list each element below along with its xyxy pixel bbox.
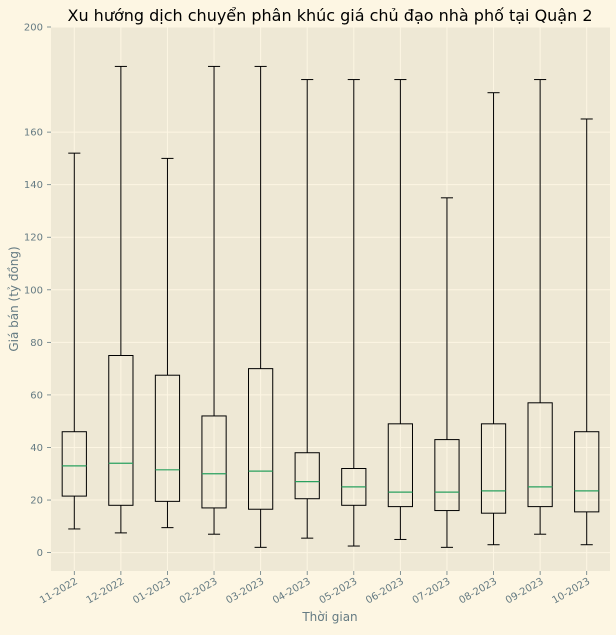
iqr-box	[434, 439, 460, 512]
box-series	[61, 65, 600, 548]
box-08-2023	[480, 92, 507, 546]
box-07-2023	[434, 197, 460, 548]
iqr-box	[108, 355, 134, 506]
iqr-box	[527, 402, 553, 508]
iqr-box	[574, 431, 600, 513]
box-12-2022	[108, 65, 134, 534]
y-tick-label: 200	[24, 23, 43, 34]
chart-title: Xu hướng dịch chuyển phân khúc giá chủ đ…	[67, 6, 592, 25]
x-axis-label: Thời gian	[301, 610, 357, 624]
y-tick-label: 140	[24, 180, 43, 191]
iqr-box	[387, 423, 413, 508]
y-axis-ticks: 0 20 40 60 80 100 120 140 160 200	[24, 23, 51, 559]
y-tick-label: 100	[24, 285, 43, 296]
y-tick-label: 20	[30, 496, 43, 507]
iqr-box	[61, 431, 87, 497]
iqr-box	[294, 452, 320, 500]
y-tick-label: 80	[30, 338, 43, 349]
box-02-2023	[201, 65, 227, 535]
box-05-2023	[341, 79, 367, 547]
box-01-2023	[154, 157, 181, 529]
box-06-2023	[387, 79, 413, 540]
box-03-2023	[248, 65, 274, 548]
y-tick-label: 160	[24, 128, 43, 139]
iqr-box	[154, 374, 181, 502]
iqr-box	[480, 423, 507, 514]
box-04-2023	[294, 79, 320, 539]
box-10-2023	[574, 118, 600, 546]
iqr-box	[248, 368, 274, 510]
y-tick-label: 0	[37, 548, 43, 559]
iqr-box	[201, 415, 227, 509]
plot-area	[51, 27, 610, 571]
y-tick-label: 120	[24, 233, 43, 244]
y-tick-label: 40	[30, 443, 43, 454]
y-axis-label: Giá bán (tỷ đồng)	[7, 246, 21, 351]
box-11-2022	[61, 152, 87, 530]
y-tick-label: 60	[30, 390, 43, 401]
box-09-2023	[527, 79, 553, 535]
